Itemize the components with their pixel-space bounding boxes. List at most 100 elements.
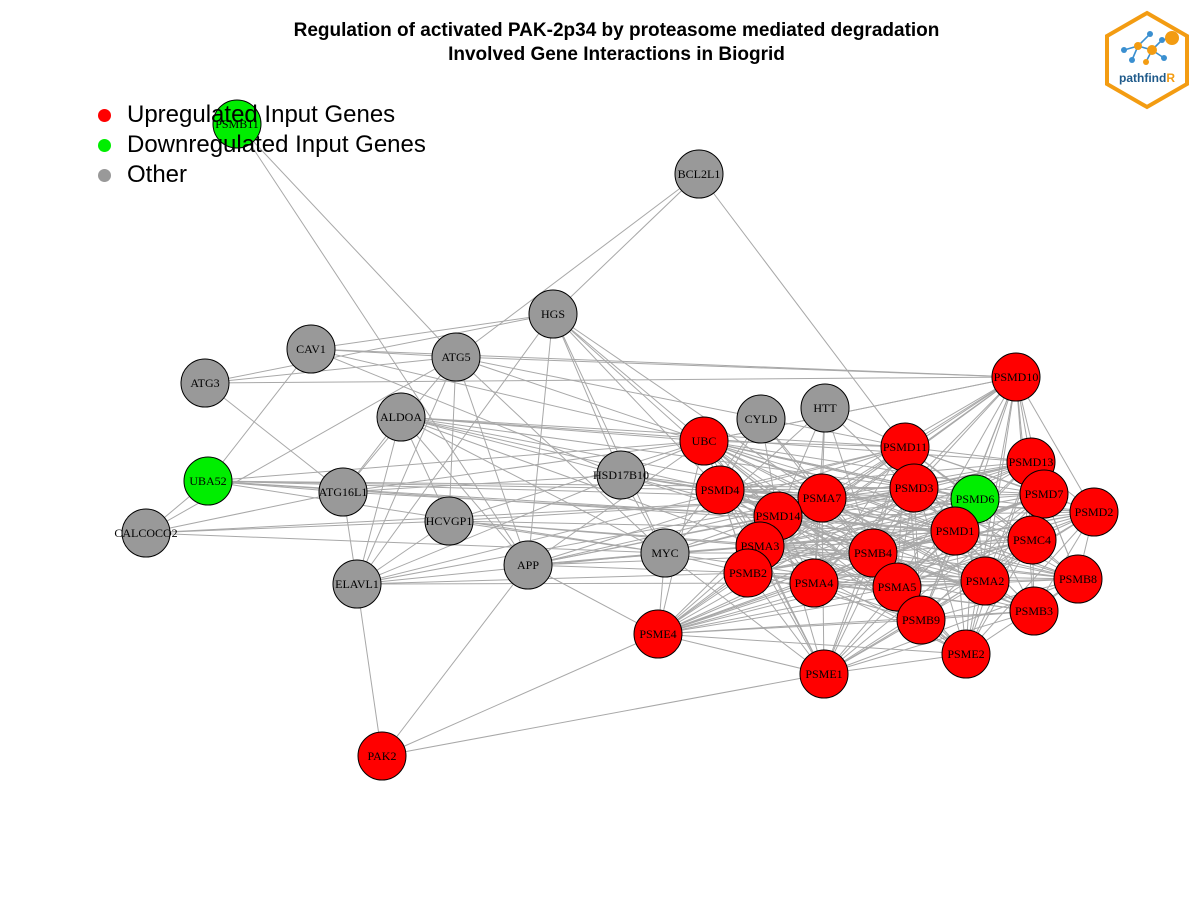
edge-atg5-ubc bbox=[455, 356, 705, 442]
node-label: PSMA4 bbox=[795, 576, 834, 590]
node-atg3: ATG3 bbox=[180, 358, 230, 408]
node-label: PSME4 bbox=[639, 627, 676, 641]
pathfindr-logo: pathfindR bbox=[1102, 10, 1192, 110]
edge-psma4-psme2 bbox=[813, 582, 967, 655]
node-circle bbox=[1009, 586, 1059, 636]
legend-dot-up bbox=[98, 109, 111, 122]
edge-aldoa-app bbox=[400, 416, 529, 566]
node-psmd4: PSMD4 bbox=[695, 465, 745, 515]
node-circle bbox=[695, 465, 745, 515]
node-psmd2: PSMD2 bbox=[1069, 487, 1119, 537]
node-label: PSMA5 bbox=[878, 580, 917, 594]
node-aldoa: ALDOA bbox=[376, 392, 426, 442]
node-circle bbox=[736, 394, 786, 444]
node-psme2: PSME2 bbox=[941, 629, 991, 679]
node-label: PSMA7 bbox=[803, 491, 842, 505]
edge-psmd2-psme2 bbox=[965, 511, 1095, 655]
edge-elavl1-ubc bbox=[356, 440, 705, 585]
node-circle bbox=[789, 558, 839, 608]
node-circle bbox=[799, 649, 849, 699]
edge-psmc4-psma4 bbox=[813, 539, 1033, 584]
legend-dot-down bbox=[98, 139, 111, 152]
edge-atg3-atg16l1 bbox=[204, 382, 344, 493]
node-circle bbox=[121, 508, 171, 558]
logo-text: pathfindR bbox=[1102, 71, 1192, 85]
legend-label: Downregulated Input Genes bbox=[127, 131, 426, 158]
edge-aldoa-psmd11 bbox=[400, 416, 906, 448]
node-label: UBC bbox=[692, 434, 717, 448]
node-circle bbox=[332, 559, 382, 609]
edge-atg5-app bbox=[455, 356, 529, 566]
chart-subtitle: Involved Gene Interactions in Biogrid bbox=[448, 44, 785, 65]
node-label: ALDOA bbox=[380, 410, 422, 424]
node-label: PSMD1 bbox=[936, 524, 975, 538]
edge-psme4-psme1 bbox=[657, 633, 825, 675]
edge-atg5-elavl1 bbox=[356, 356, 457, 585]
node-label: CALCOCO2 bbox=[114, 526, 177, 540]
edge-atg16l1-hsd17b10 bbox=[342, 474, 622, 493]
node-hsd17b10: HSD17B10 bbox=[593, 450, 649, 500]
node-app: APP bbox=[503, 540, 553, 590]
node-atg16l1: ATG16L1 bbox=[318, 467, 368, 517]
node-label: ATG16L1 bbox=[319, 485, 368, 499]
node-elavl1: ELAVL1 bbox=[332, 559, 382, 609]
legend-label: Upregulated Input Genes bbox=[127, 101, 396, 128]
node-label: HGS bbox=[541, 307, 565, 321]
node-circle bbox=[640, 528, 690, 578]
node-psma4: PSMA4 bbox=[789, 558, 839, 608]
node-label: PSMB11 bbox=[215, 117, 259, 131]
node-circle bbox=[528, 289, 578, 339]
node-label: PSMA2 bbox=[966, 574, 1005, 588]
node-psmb4: PSMB4 bbox=[848, 528, 898, 578]
edge-bcl2l1-psmd11 bbox=[698, 173, 906, 448]
node-label: CAV1 bbox=[296, 342, 326, 356]
node-circle bbox=[376, 392, 426, 442]
node-label: BCL2L1 bbox=[678, 167, 721, 181]
edge-psmd10-psmd2 bbox=[1015, 376, 1095, 513]
node-psmb3: PSMB3 bbox=[1009, 586, 1059, 636]
edge-myc-psma5 bbox=[664, 552, 898, 588]
node-circle bbox=[503, 540, 553, 590]
edge-psme4-psme2 bbox=[657, 633, 967, 655]
edge-psma4-psme4 bbox=[657, 582, 815, 635]
edge-psmd14-psmb8 bbox=[777, 515, 1079, 580]
edge-htt-myc bbox=[664, 407, 826, 554]
node-circle bbox=[424, 496, 474, 546]
node-circle bbox=[679, 416, 729, 466]
edge-elavl1-psma7 bbox=[356, 497, 823, 585]
node-label: MYC bbox=[651, 546, 678, 560]
network-hexagon-icon bbox=[1105, 10, 1189, 110]
node-circle bbox=[991, 352, 1041, 402]
node-label: PSMB8 bbox=[1059, 572, 1097, 586]
edge-uba52-ubc bbox=[207, 440, 705, 482]
node-circle bbox=[286, 324, 336, 374]
node-circle bbox=[674, 149, 724, 199]
node-circle bbox=[941, 629, 991, 679]
node-circle bbox=[212, 99, 262, 149]
node-psmd1: PSMD1 bbox=[930, 506, 980, 556]
node-uba52: UBA52 bbox=[183, 456, 233, 506]
node-cav1: CAV1 bbox=[286, 324, 336, 374]
node-circle bbox=[723, 548, 773, 598]
node-label: ELAVL1 bbox=[335, 577, 379, 591]
node-htt: HTT bbox=[800, 383, 850, 433]
edge-atg5-calcoco2 bbox=[145, 356, 457, 534]
node-label: PSMD10 bbox=[994, 370, 1039, 384]
node-cyld: CYLD bbox=[736, 394, 786, 444]
node-pak2: PAK2 bbox=[357, 731, 407, 781]
edge-atg5-psmd10 bbox=[455, 356, 1017, 378]
node-circle bbox=[800, 383, 850, 433]
edge-atg16l1-ubc bbox=[342, 440, 705, 493]
node-label: PSMD4 bbox=[701, 483, 740, 497]
node-psmd7: PSMD7 bbox=[1019, 469, 1069, 519]
edge-psmc4-psma3 bbox=[759, 539, 1033, 547]
node-label: CYLD bbox=[745, 412, 778, 426]
node-label: PSMD3 bbox=[895, 481, 934, 495]
edge-calcoco2-myc bbox=[145, 532, 666, 554]
edge-hcvgp1-psma3 bbox=[448, 520, 761, 547]
edge-atg5-psmd11 bbox=[455, 356, 906, 448]
node-label: PSMB2 bbox=[729, 566, 767, 580]
legend-item-downregulated: Downregulated Input Genes bbox=[96, 130, 426, 160]
node-label: PSMB9 bbox=[902, 613, 940, 627]
node-circle bbox=[596, 450, 646, 500]
